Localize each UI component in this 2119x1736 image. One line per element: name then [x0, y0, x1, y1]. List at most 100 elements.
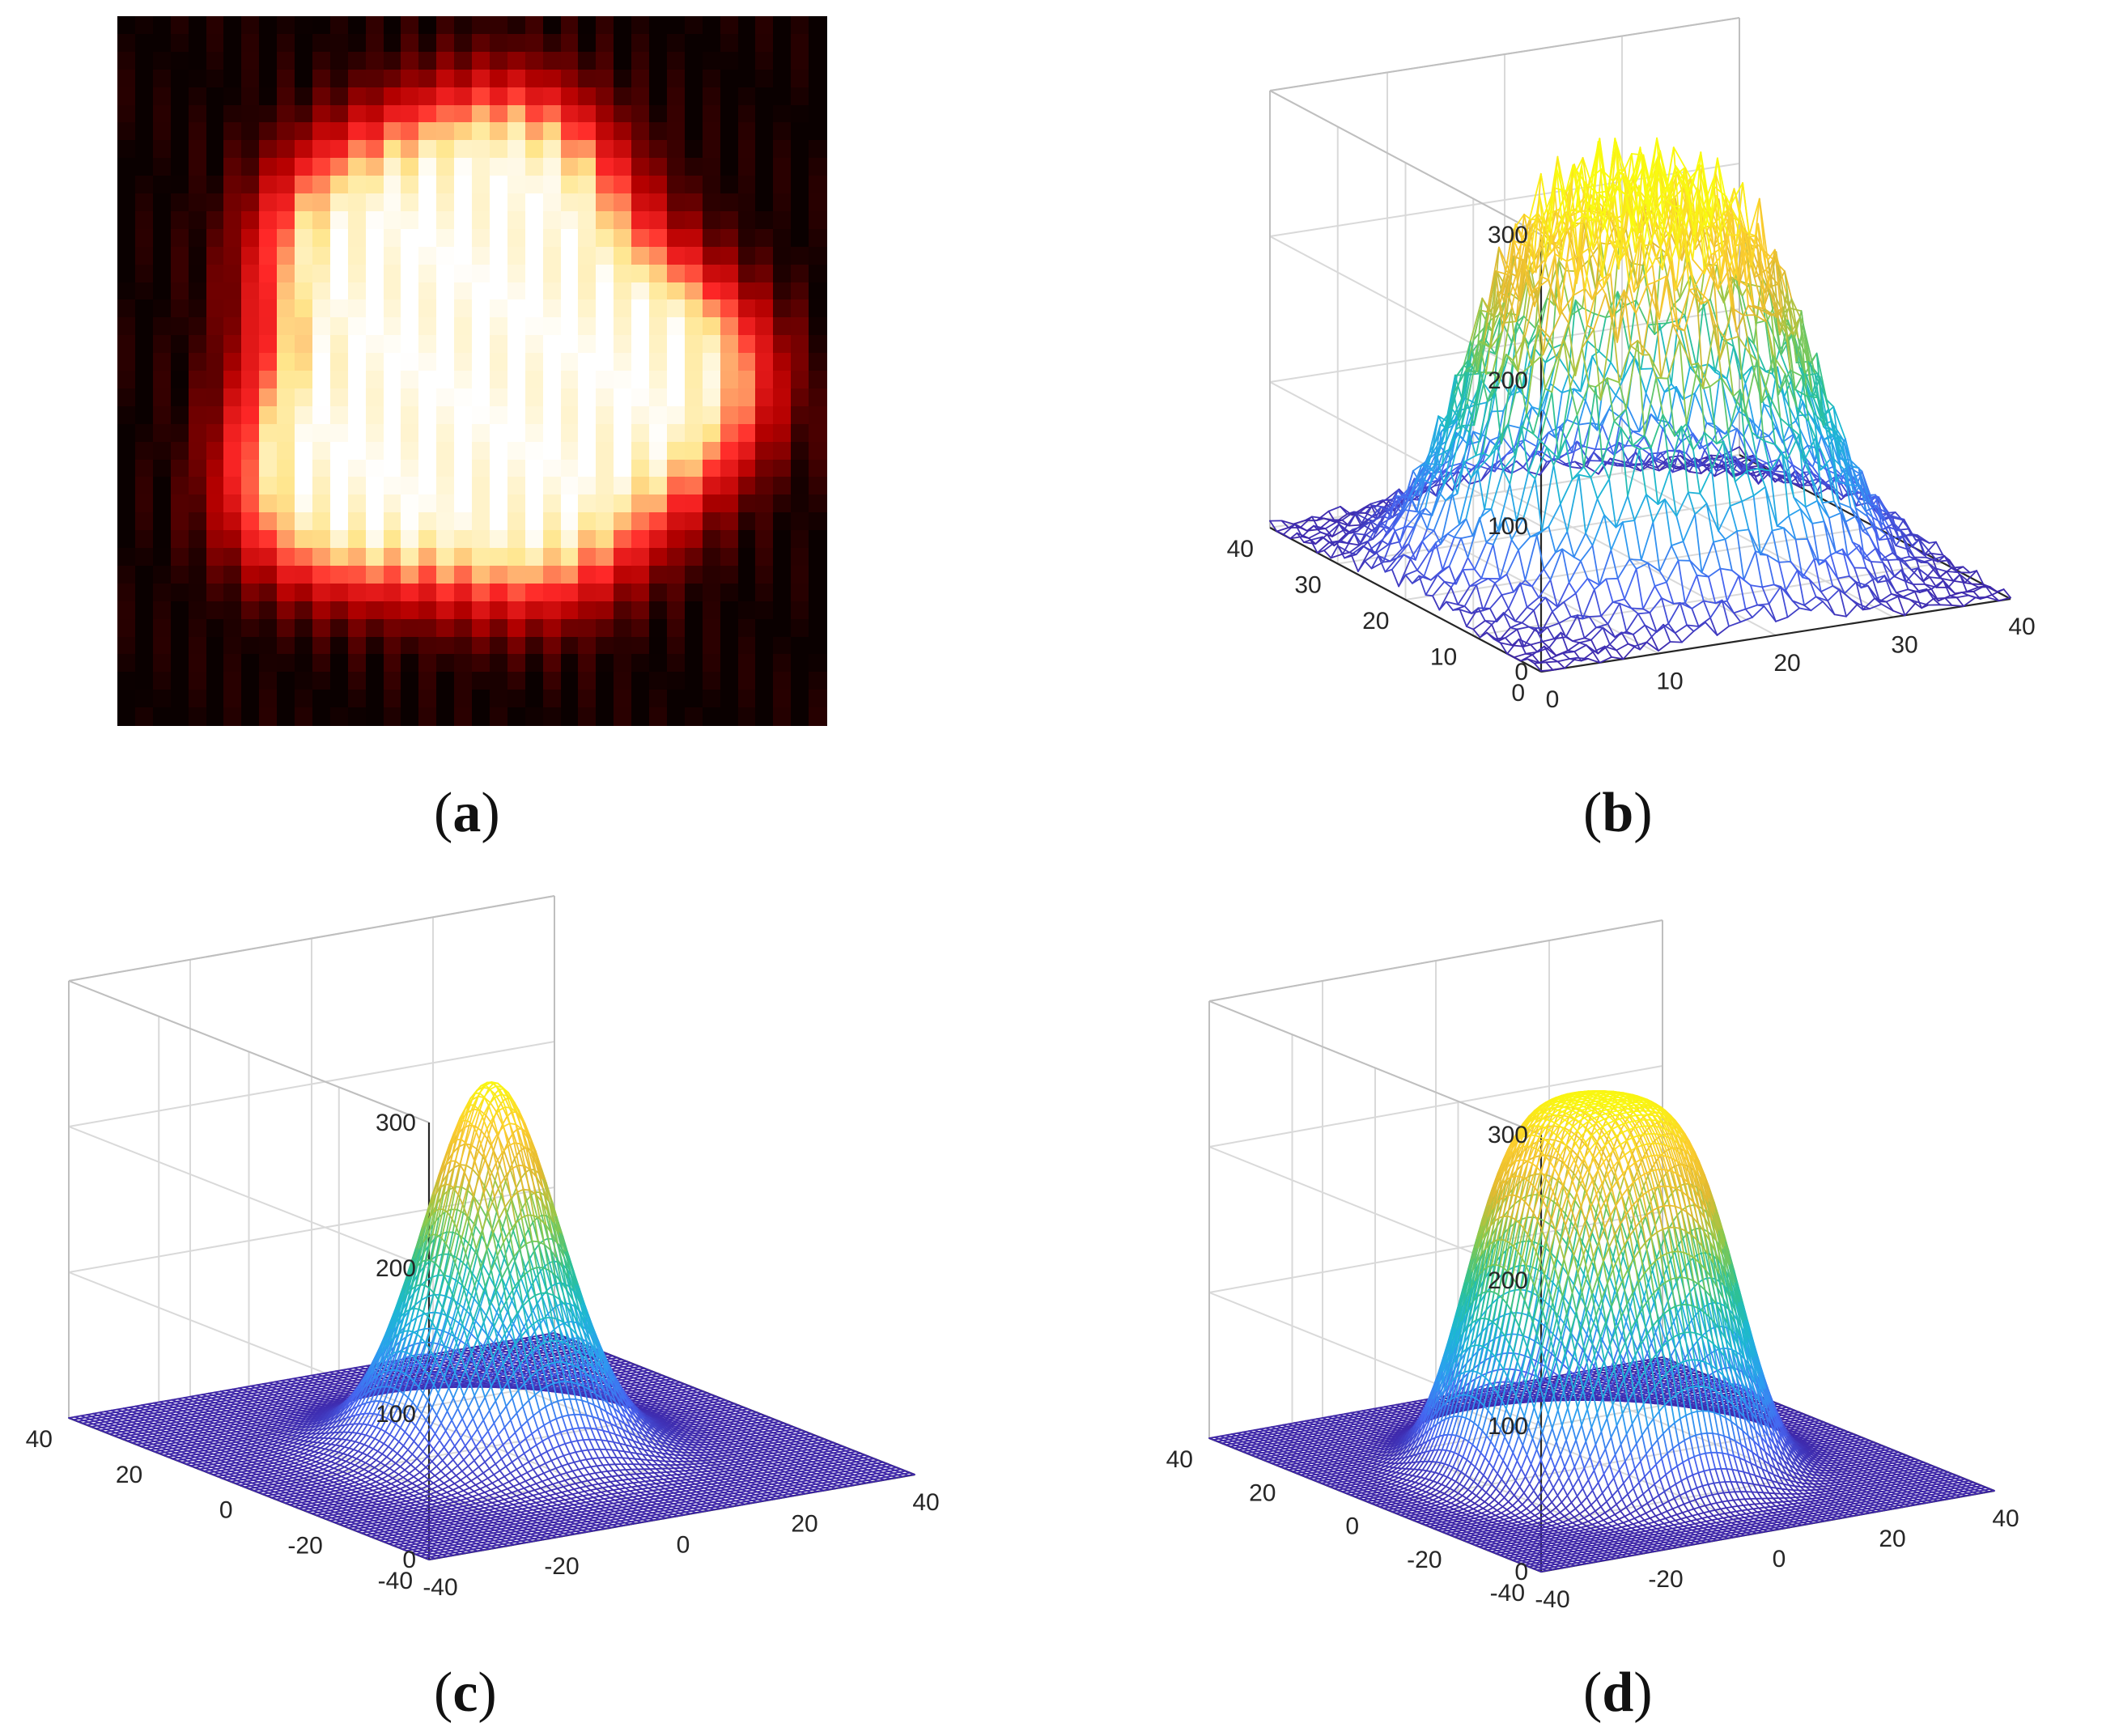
mesh-line	[1705, 265, 1719, 291]
mesh-line	[1682, 223, 1696, 288]
mesh-line	[1431, 484, 1445, 516]
mesh-line	[1604, 293, 1618, 343]
beam-pixel	[134, 87, 154, 106]
beam-pixel	[524, 210, 544, 230]
beam-pixel	[259, 601, 278, 620]
mesh-line	[1635, 312, 1644, 356]
mesh-line	[1543, 551, 1556, 571]
beam-pixel	[170, 707, 189, 726]
beam-pixel	[241, 548, 260, 567]
beam-pixel	[684, 371, 703, 389]
beam-pixel	[206, 548, 224, 567]
mesh-line	[1829, 432, 1843, 444]
beam-pixel	[489, 565, 508, 584]
mesh-line	[1644, 137, 1658, 205]
mesh-line	[1555, 166, 1569, 211]
mesh-line	[1858, 545, 1872, 562]
beam-pixel	[614, 353, 632, 371]
mesh-line	[1655, 376, 1664, 416]
mesh-line	[1404, 569, 1418, 576]
mesh-line	[1984, 584, 1993, 596]
mesh-line	[1793, 496, 1807, 508]
mesh-line	[1496, 270, 1505, 303]
beam-pixel	[418, 158, 437, 176]
mesh-line	[1624, 153, 1633, 170]
mesh-line	[1880, 552, 1894, 561]
beam-pixel	[702, 317, 721, 336]
mesh-line	[1557, 211, 1566, 246]
beam-pixel	[809, 228, 827, 248]
mesh-line	[1846, 545, 1860, 557]
beam-pixel	[773, 707, 792, 726]
beam-pixel	[472, 636, 490, 655]
mesh-line	[1331, 523, 1340, 537]
beam-pixel	[241, 423, 260, 443]
mesh-line	[1645, 392, 1658, 421]
beam-pixel	[117, 707, 136, 726]
beam-pixel	[791, 282, 809, 300]
mesh-line	[1854, 507, 1868, 517]
beam-pixel	[329, 16, 349, 35]
beam-pixel	[383, 371, 401, 389]
mesh-line	[1567, 210, 1576, 228]
beam-pixel	[241, 33, 260, 53]
beam-pixel	[383, 335, 401, 354]
mesh-line	[1820, 456, 1833, 471]
mesh-line	[1720, 210, 1734, 282]
mesh-line	[1529, 534, 1538, 538]
beam-pixel	[152, 423, 172, 443]
beam-pixel	[418, 405, 437, 425]
beam-pixel	[436, 158, 455, 176]
mesh-line	[1791, 600, 1800, 609]
beam-pixel	[383, 193, 401, 212]
beam-pixel	[170, 335, 189, 354]
mesh-line	[72, 1419, 79, 1423]
beam-pixel	[684, 441, 703, 461]
beam-pixel	[259, 282, 278, 300]
mesh-line	[1567, 650, 1576, 652]
beam-pixel	[241, 228, 260, 248]
beam-pixel	[134, 104, 154, 123]
mesh-line	[1680, 425, 1694, 451]
mesh-line	[1574, 299, 1583, 309]
beam-pixel	[791, 104, 809, 123]
mesh-line	[1480, 544, 1494, 579]
beam-pixel	[702, 388, 721, 407]
mesh-line	[1518, 536, 1531, 551]
beam-pixel	[631, 176, 650, 194]
beam-pixel	[241, 583, 260, 602]
beam-pixel	[614, 441, 632, 461]
beam-pixel	[666, 193, 686, 212]
mesh-line	[1589, 177, 1598, 194]
mesh-line	[1549, 337, 1558, 361]
beam-pixel	[436, 33, 455, 53]
beam-pixel	[312, 264, 331, 283]
beam-pixel	[383, 264, 401, 283]
beam-pixel	[223, 299, 242, 318]
mesh-line	[1331, 528, 1345, 537]
mesh-line	[1565, 254, 1579, 262]
beam-pixel	[472, 122, 490, 141]
mesh-line	[1459, 364, 1473, 431]
mesh-line	[1903, 518, 1917, 541]
mesh-line	[1563, 299, 1577, 345]
beam-pixel	[507, 140, 526, 159]
beam-pixel	[223, 69, 242, 88]
mesh-line	[1497, 483, 1511, 531]
mesh-line	[1515, 258, 1524, 323]
mesh-line	[1702, 458, 1711, 465]
beam-pixel	[720, 33, 739, 53]
mesh-line	[1426, 528, 1435, 532]
beam-pixel	[329, 193, 349, 212]
mesh-line	[1475, 400, 1488, 456]
mesh-line	[1875, 547, 1889, 561]
beam-pixel	[454, 707, 473, 726]
mesh-line	[1563, 592, 1577, 603]
beam-pixel	[418, 317, 437, 336]
mesh-line	[1746, 470, 1755, 497]
mesh-line	[1743, 231, 1757, 237]
beam-pixel	[418, 618, 437, 638]
beam-pixel	[507, 176, 526, 194]
mesh-line	[1956, 596, 1964, 607]
mesh-line	[1419, 512, 1429, 530]
